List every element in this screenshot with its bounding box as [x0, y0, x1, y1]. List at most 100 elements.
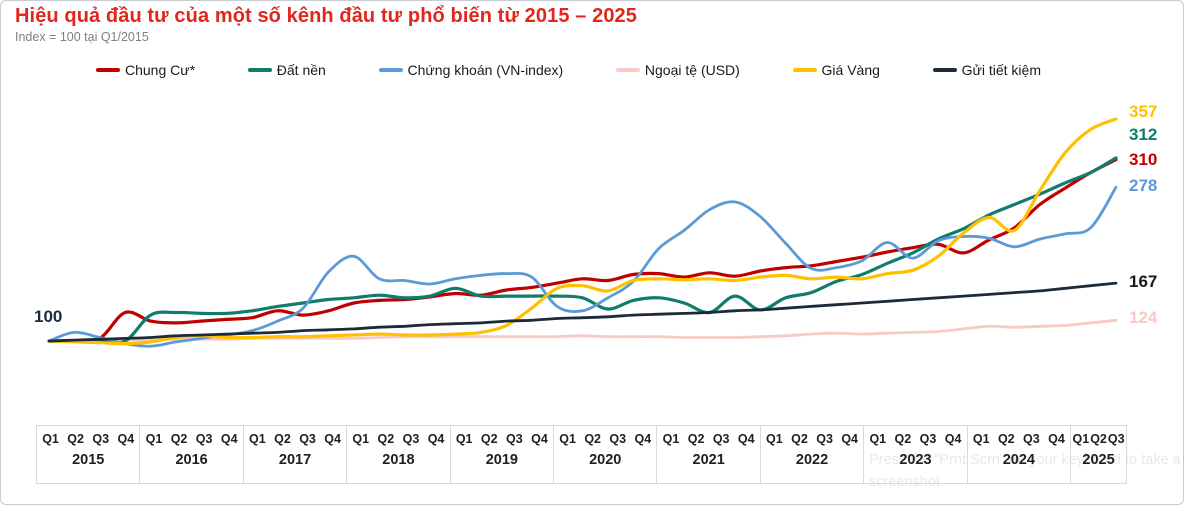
series-line-5 [47, 117, 1118, 346]
chart-legend: Chung Cư* Đất nền Chứng khoán (VN-index) Ng… [96, 60, 1041, 80]
year-cell-2024: Q1 Q2 Q3 Q4 2024 [968, 426, 1072, 483]
quarter-row: Q1 Q2 Q3 Q4 [244, 426, 346, 452]
quarter-label: Q1 [1072, 432, 1090, 446]
legend-label: Gửi tiết kiệm [961, 62, 1041, 78]
quarter-label: Q3 [402, 432, 420, 446]
legend-label: Chứng khoán (VN-index) [407, 62, 564, 78]
x-axis-table: Q1 Q2 Q3 Q4 2015 Q1 Q2 Q3 Q4 2016 Q1 Q2 Q3 Q4 2017 Q1 Q2… [36, 425, 1127, 484]
quarter-label: Q2 [377, 432, 395, 446]
quarter-label: Q1 [455, 432, 473, 446]
legend-item-1: Chung Cư* [96, 62, 195, 78]
quarter-label: Q1 [352, 432, 370, 446]
year-label: 2019 [485, 452, 518, 468]
legend-item-2: Đất nền [247, 62, 326, 78]
series-line-2 [47, 156, 1118, 345]
series-line-4 [47, 318, 1118, 343]
quarter-label: Q2 [480, 432, 498, 446]
quarter-label: Q4 [427, 432, 445, 446]
chart-subtitle: Index = 100 tại Q1/2015 [15, 30, 149, 44]
end-value-label-5: 357 [1129, 102, 1158, 121]
series-line-6 [47, 281, 1118, 343]
quarter-label: Q4 [634, 432, 652, 446]
quarter-label: Q3 [1023, 432, 1040, 446]
quarter-label: Q1 [249, 432, 266, 446]
end-value-label-1: 310 [1129, 149, 1158, 169]
legend-label: Đất nền [276, 62, 326, 78]
quarter-label: Q4 [841, 432, 859, 446]
year-cell-2025: Q1 Q2 Q3 2025 [1071, 426, 1126, 483]
end-value-label-2: 312 [1129, 124, 1158, 144]
quarter-label: Q4 [324, 432, 341, 446]
page-title: Hiệu quả đầu tư của một số kênh đầu tư p… [15, 5, 638, 27]
year-cell-2019: Q1 Q2 Q3 Q4 2019 [451, 426, 555, 483]
series-line-3 [47, 185, 1118, 348]
legend-swatch-icon [792, 68, 817, 72]
quarter-label: Q4 [220, 432, 238, 446]
year-label: 2022 [795, 452, 829, 468]
quarter-label: Q1 [42, 432, 59, 446]
legend-swatch-icon [932, 68, 957, 72]
quarter-row: Q1 Q2 Q3 [1071, 426, 1126, 452]
quarter-row: Q1 Q2 Q3 Q4 [140, 426, 242, 452]
quarter-label: Q4 [117, 432, 135, 446]
quarter-label: Q3 [609, 432, 627, 446]
quarter-label: Q2 [894, 432, 912, 446]
legend-item-6: Gửi tiết kiệm [932, 62, 1041, 78]
baseline-value-label: 100 [34, 307, 63, 326]
quarter-label: Q3 [1107, 432, 1125, 446]
legend-label: Giá Vàng [821, 62, 880, 78]
year-label: 2023 [899, 452, 932, 468]
quarter-label: Q1 [559, 432, 576, 446]
year-cell-2018: Q1 Q2 Q3 Q4 2018 [347, 426, 451, 483]
quarter-label: Q3 [919, 432, 937, 446]
quarter-row: Q1 Q2 Q3 Q4 [347, 426, 449, 452]
year-cell-2017: Q1 Q2 Q3 Q4 2017 [244, 426, 348, 483]
quarter-label: Q2 [274, 432, 291, 446]
quarter-label: Q3 [816, 432, 833, 446]
quarter-label: Q2 [791, 432, 808, 446]
legend-swatch-icon [615, 68, 640, 72]
quarter-label: Q2 [1090, 432, 1107, 446]
watermark-line2: screenshot [869, 474, 940, 490]
quarter-label: Q2 [67, 432, 84, 446]
quarter-row: Q1 Q2 Q3 Q4 [968, 426, 1070, 452]
quarter-label: Q2 [687, 432, 705, 446]
year-cell-2015: Q1 Q2 Q3 Q4 2015 [37, 426, 141, 483]
quarter-label: Q3 [506, 432, 523, 446]
quarter-label: Q1 [869, 432, 887, 446]
quarter-label: Q2 [997, 432, 1015, 446]
year-cell-2022: Q1 Q2 Q3 Q4 2022 [761, 426, 865, 483]
quarter-row: Q1 Q2 Q3 Q4 [864, 426, 966, 452]
quarter-label: Q4 [1048, 432, 1065, 446]
quarter-row: Q1 Q2 Q3 Q4 [37, 426, 139, 452]
legend-item-5: Giá Vàng [792, 62, 880, 78]
end-value-label-3: 278 [1129, 176, 1158, 196]
year-label: 2018 [382, 452, 415, 468]
quarter-label: Q1 [662, 432, 680, 446]
legend-label: Ngoại tệ (USD) [644, 62, 740, 78]
year-cell-2021: Q1 Q2 Q3 Q4 2021 [657, 426, 761, 483]
quarter-row: Q1 Q2 Q3 Q4 [657, 426, 759, 452]
series-line-1 [47, 158, 1118, 343]
quarter-row: Q1 Q2 Q3 Q4 [554, 426, 656, 452]
end-value-label-4: 124 [1129, 308, 1158, 328]
year-label: 2015 [72, 452, 105, 468]
quarter-label: Q1 [145, 432, 163, 446]
year-label: 2017 [278, 452, 312, 468]
watermark-line1: Press the "Prnt Scrn" on your keyboard t… [869, 452, 1181, 468]
quarter-label: Q3 [92, 432, 110, 446]
quarter-label: Q2 [584, 432, 602, 446]
quarter-label: Q3 [195, 432, 213, 446]
year-label: 2016 [175, 452, 208, 468]
quarter-row: Q1 Q2 Q3 Q4 [761, 426, 863, 452]
quarter-label: Q3 [299, 432, 316, 446]
year-cell-2016: Q1 Q2 Q3 Q4 2016 [140, 426, 244, 483]
quarter-label: Q2 [170, 432, 188, 446]
year-cell-2023: Q1 Q2 Q3 Q4 2023 [864, 426, 968, 483]
year-label: 2020 [589, 452, 622, 468]
quarter-label: Q1 [972, 432, 990, 446]
legend-item-4: Ngoại tệ (USD) [615, 62, 740, 78]
quarter-label: Q4 [531, 432, 548, 446]
quarter-label: Q4 [737, 432, 755, 446]
